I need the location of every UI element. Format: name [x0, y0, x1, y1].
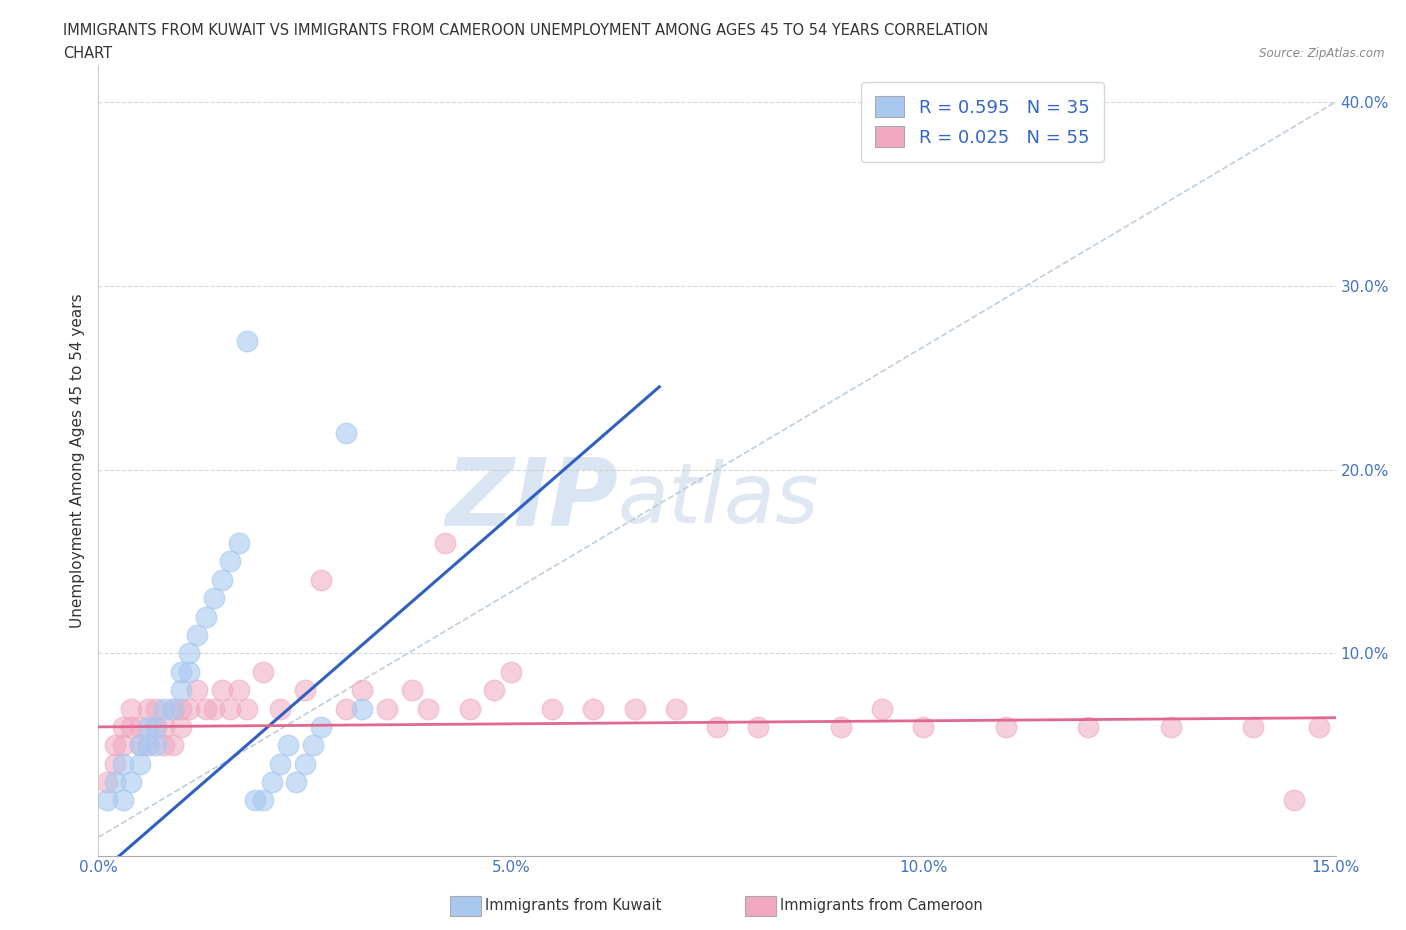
Point — [219, 701, 242, 716]
Point — [1308, 720, 1330, 735]
Point — [112, 756, 135, 771]
Text: Immigrants from Kuwait: Immigrants from Kuwait — [485, 898, 661, 913]
Point — [870, 701, 893, 716]
Point — [294, 683, 316, 698]
Point — [1241, 720, 1264, 735]
Point — [1284, 793, 1306, 808]
Point — [120, 720, 142, 735]
Point — [433, 536, 456, 551]
Point — [128, 756, 150, 771]
Point — [194, 609, 217, 624]
Point — [706, 720, 728, 735]
Point — [162, 701, 184, 716]
Point — [499, 664, 522, 679]
Point — [277, 737, 299, 752]
Point — [136, 720, 159, 735]
Point — [194, 701, 217, 716]
Point — [236, 334, 259, 349]
Point — [335, 701, 357, 716]
Point — [136, 737, 159, 752]
Text: IMMIGRANTS FROM KUWAIT VS IMMIGRANTS FROM CAMEROON UNEMPLOYMENT AMONG AGES 45 TO: IMMIGRANTS FROM KUWAIT VS IMMIGRANTS FRO… — [63, 23, 988, 38]
Point — [179, 664, 201, 679]
Point — [309, 572, 332, 587]
Point — [335, 425, 357, 440]
Point — [484, 683, 506, 698]
Point — [1077, 720, 1099, 735]
Point — [128, 737, 150, 752]
Point — [228, 683, 250, 698]
Point — [211, 683, 233, 698]
Point — [260, 775, 283, 790]
Point — [294, 756, 316, 771]
Point — [128, 720, 150, 735]
Point — [375, 701, 398, 716]
Point — [401, 683, 423, 698]
Point — [269, 701, 291, 716]
Point — [309, 720, 332, 735]
Point — [96, 775, 118, 790]
Point — [104, 756, 127, 771]
Point — [153, 720, 176, 735]
Point — [145, 701, 167, 716]
Point — [120, 775, 142, 790]
Point — [418, 701, 440, 716]
Point — [162, 737, 184, 752]
Point — [252, 793, 274, 808]
Point — [352, 701, 374, 716]
Point — [179, 701, 201, 716]
Point — [186, 683, 208, 698]
Point — [112, 793, 135, 808]
Point — [243, 793, 266, 808]
Text: CHART: CHART — [63, 46, 112, 61]
Point — [623, 701, 645, 716]
Point — [830, 720, 852, 735]
Point — [179, 646, 201, 661]
Point — [202, 591, 225, 605]
Point — [211, 572, 233, 587]
Point — [186, 628, 208, 643]
Point — [170, 720, 193, 735]
Legend: R = 0.595   N = 35, R = 0.025   N = 55: R = 0.595 N = 35, R = 0.025 N = 55 — [860, 82, 1104, 162]
Point — [285, 775, 308, 790]
Point — [120, 701, 142, 716]
Point — [352, 683, 374, 698]
Point — [994, 720, 1017, 735]
Text: Source: ZipAtlas.com: Source: ZipAtlas.com — [1260, 46, 1385, 60]
Point — [112, 737, 135, 752]
Point — [145, 720, 167, 735]
Point — [104, 775, 127, 790]
Point — [145, 720, 167, 735]
Point — [541, 701, 564, 716]
Point — [104, 737, 127, 752]
Y-axis label: Unemployment Among Ages 45 to 54 years: Unemployment Among Ages 45 to 54 years — [69, 293, 84, 628]
Point — [1160, 720, 1182, 735]
Point — [269, 756, 291, 771]
Point — [236, 701, 259, 716]
Point — [665, 701, 688, 716]
Point — [136, 701, 159, 716]
Point — [302, 737, 325, 752]
Point — [458, 701, 481, 716]
Point — [153, 701, 176, 716]
Point — [136, 737, 159, 752]
Point — [170, 664, 193, 679]
Text: ZIP: ZIP — [446, 454, 619, 546]
Text: Immigrants from Cameroon: Immigrants from Cameroon — [780, 898, 983, 913]
Point — [96, 793, 118, 808]
Point — [252, 664, 274, 679]
Text: atlas: atlas — [619, 459, 820, 540]
Point — [219, 554, 242, 569]
Point — [747, 720, 769, 735]
Point — [912, 720, 935, 735]
Point — [228, 536, 250, 551]
Point — [170, 683, 193, 698]
Point — [162, 701, 184, 716]
Point — [170, 701, 193, 716]
Point — [153, 737, 176, 752]
Point — [112, 720, 135, 735]
Point — [128, 737, 150, 752]
Point — [202, 701, 225, 716]
Point — [145, 737, 167, 752]
Point — [582, 701, 605, 716]
